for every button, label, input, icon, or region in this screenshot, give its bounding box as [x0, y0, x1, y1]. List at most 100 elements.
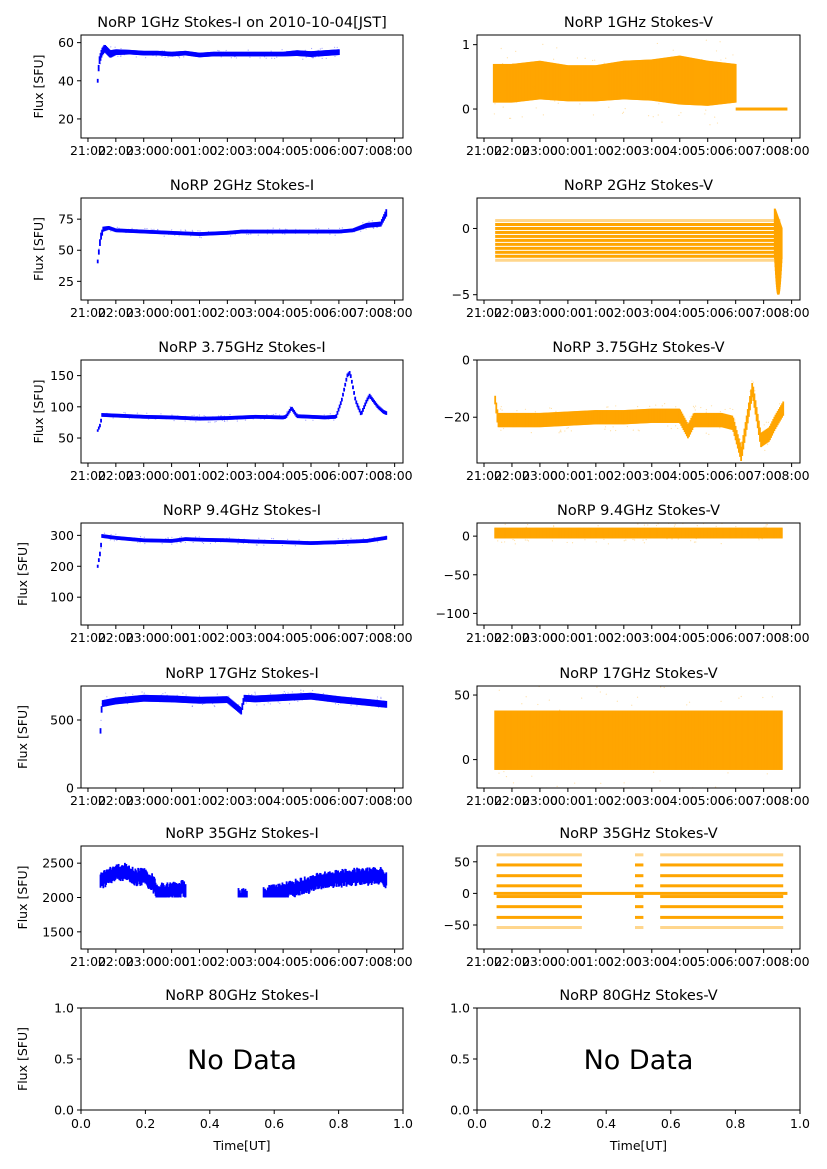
data-point — [597, 421, 600, 424]
data-point — [360, 539, 363, 543]
data-point — [779, 710, 782, 770]
data-point — [713, 710, 716, 770]
data-point — [335, 695, 337, 697]
data-point — [120, 536, 122, 541]
data-point — [606, 406, 608, 408]
data-point — [237, 708, 239, 711]
data-point — [743, 527, 746, 539]
data-point — [114, 46, 116, 48]
data-point — [119, 697, 122, 704]
data-point — [120, 413, 122, 418]
data-point — [231, 538, 233, 543]
data-point — [566, 411, 569, 426]
data-point — [740, 453, 742, 455]
data-point — [294, 411, 297, 416]
data-point — [334, 695, 337, 703]
data-point — [353, 391, 355, 395]
data-point — [657, 58, 660, 102]
data-point — [544, 527, 547, 539]
data-point — [615, 410, 617, 425]
chart-title: NoRP 17GHz Stokes-I — [165, 666, 319, 682]
data-point — [171, 231, 173, 233]
data-point — [599, 417, 601, 419]
data-point — [535, 107, 537, 109]
data-point — [210, 51, 213, 57]
x-tick-label: 22:00 — [98, 143, 134, 158]
data-point — [316, 233, 318, 235]
data-point — [144, 694, 147, 702]
data-point — [304, 693, 306, 700]
data-point — [698, 536, 700, 538]
data-point — [130, 539, 132, 541]
data-point — [688, 527, 691, 539]
data-point — [175, 231, 178, 235]
data-point — [376, 537, 379, 542]
data-point — [337, 229, 340, 234]
data-point — [252, 229, 254, 234]
data-point — [121, 536, 124, 541]
data-point — [124, 412, 127, 414]
data-point — [104, 413, 107, 417]
data-point — [171, 230, 173, 235]
data-point — [761, 432, 764, 447]
data-point — [192, 696, 194, 698]
data-point — [245, 231, 247, 234]
y-tick-label: 50 — [58, 431, 74, 446]
data-point — [257, 51, 260, 57]
data-point — [182, 231, 185, 236]
data-point — [175, 695, 178, 703]
data-point — [196, 537, 199, 542]
data-point — [263, 539, 266, 544]
data-point — [498, 527, 501, 539]
data-point — [498, 63, 501, 103]
data-point — [220, 51, 222, 53]
data-point — [682, 59, 684, 61]
data-point — [214, 416, 217, 421]
data-point — [714, 116, 716, 118]
data-point — [158, 695, 161, 703]
data-point — [738, 438, 740, 453]
data-point — [188, 537, 191, 542]
data-point — [500, 530, 502, 532]
y-tick-label: 2500 — [42, 856, 74, 871]
data-point — [150, 695, 152, 702]
data-point — [608, 63, 611, 101]
data-point — [338, 540, 341, 544]
data-point — [295, 540, 298, 545]
data-point — [173, 695, 176, 703]
data-point — [300, 692, 302, 694]
data-point — [179, 51, 181, 53]
data-point — [135, 695, 138, 703]
data-point — [763, 533, 765, 536]
data-point — [164, 56, 166, 58]
data-point — [217, 538, 220, 542]
data-point — [212, 416, 215, 421]
data-point — [363, 223, 365, 229]
data-point — [251, 695, 254, 703]
data-point — [709, 527, 712, 539]
data-point — [283, 691, 285, 693]
data-point — [499, 527, 502, 539]
data-point — [137, 50, 140, 56]
data-point — [289, 50, 292, 57]
data-point — [519, 710, 522, 770]
data-point — [215, 231, 218, 236]
data-point — [611, 529, 613, 531]
data-point — [582, 410, 585, 425]
data-point — [343, 387, 346, 392]
data-point — [623, 710, 626, 770]
data-point — [338, 227, 341, 229]
data-point — [107, 53, 109, 55]
data-point — [500, 406, 502, 408]
data-point — [187, 696, 190, 704]
data-point — [140, 50, 143, 56]
data-point — [731, 710, 734, 770]
data-point — [726, 710, 729, 770]
data-point — [180, 229, 182, 231]
data-point — [588, 420, 590, 422]
x-tick-label: 23:00 — [522, 468, 558, 483]
data-point — [284, 415, 287, 419]
data-point — [525, 412, 528, 428]
data-point — [636, 409, 638, 424]
data-point — [624, 60, 627, 100]
